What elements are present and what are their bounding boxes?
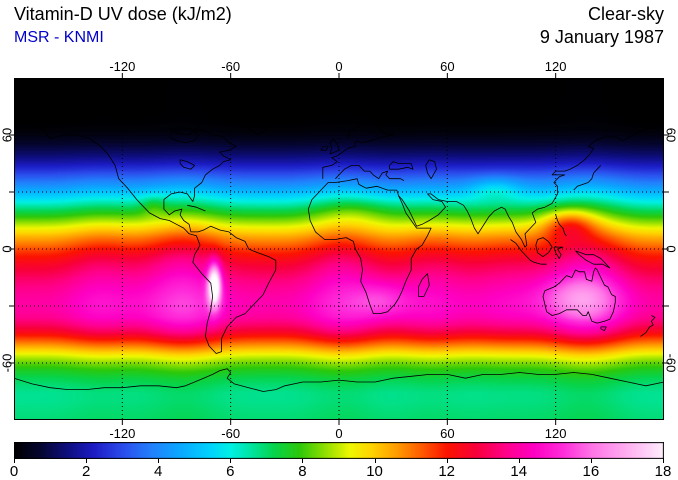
data-source-label: MSR - KNMI — [14, 29, 104, 46]
colorbar-tick-mark — [663, 459, 664, 463]
colorbar-tick-mark — [302, 459, 304, 463]
colorbar-tick-mark — [14, 459, 15, 463]
coastline-philippines — [555, 214, 567, 236]
coastline-africa — [307, 178, 432, 314]
colorbar-tick-label: 8 — [298, 463, 307, 480]
lat-tick-label-left: -60 — [0, 353, 15, 373]
colorbar-tick-mark — [590, 459, 592, 463]
coastline-mediterranean-north — [335, 165, 405, 181]
colorbar-tick-label: 2 — [81, 463, 91, 480]
coastline-australia — [542, 267, 616, 324]
lon-tick-label-bottom: 60 — [440, 426, 455, 441]
coastline-iberia-france — [322, 140, 356, 179]
map-overlay — [9, 73, 669, 425]
colorbar-tick-label: 12 — [438, 463, 455, 480]
colorbar-tick-label: 16 — [582, 463, 600, 480]
colorbar-tick-mark — [446, 459, 448, 463]
date-label: 9 January 1987 — [539, 27, 664, 47]
coastline-scandinavia-siberia — [347, 102, 665, 139]
colorbar-tick-mark — [86, 459, 88, 463]
colorbar-tick-label: 10 — [366, 463, 383, 480]
lon-tick-label-bottom: 120 — [544, 426, 567, 441]
lon-tick-label-top: 60 — [440, 59, 455, 74]
coastline-sumatra-java — [510, 239, 547, 265]
colorbar-tick-mark — [230, 459, 232, 463]
lat-tick-label-left: 60 — [0, 127, 15, 143]
coastline-greenland — [226, 90, 304, 136]
coastline-black-sea — [389, 161, 414, 170]
lon-tick-label-bottom: -120 — [109, 426, 136, 441]
coastline-hudson-bay — [168, 128, 199, 143]
coastline-tasmania — [600, 326, 607, 332]
coastline-caspian-sea — [425, 159, 437, 180]
colorbar-tick-label: 0 — [9, 463, 19, 480]
coastline-borneo — [535, 237, 553, 257]
coastline-cuba — [187, 204, 206, 212]
coastline-baltic — [355, 119, 394, 143]
coastline-uk — [329, 138, 340, 155]
colorbar-tick-label: 4 — [154, 463, 163, 480]
colorbar-tick-mark — [518, 459, 520, 463]
lon-tick-label-top: 0 — [335, 59, 343, 74]
lon-tick-label-bottom: 0 — [335, 426, 343, 441]
chart-title: Vitamin-D UV dose (kJ/m2) — [14, 4, 232, 24]
coastline-madagascar — [418, 273, 430, 297]
lat-tick-label-right: 0 — [663, 245, 678, 253]
coastline-antarctica — [13, 368, 665, 392]
colorbar-tick-label: 6 — [226, 463, 235, 480]
coastline-new-zealand — [640, 315, 656, 337]
sky-condition-label: Clear-sky — [587, 4, 664, 24]
lat-tick-label-left: 0 — [0, 245, 15, 253]
coastline-americas — [38, 113, 277, 354]
colorbar-tick-mark — [158, 459, 160, 463]
coastline-arabia-asia-east — [398, 125, 664, 248]
coastline-great-lakes — [179, 159, 195, 170]
world-uv-heatmap — [9, 73, 669, 425]
lon-tick-label-top: -120 — [109, 59, 136, 74]
lat-tick-label-right: -60 — [663, 353, 678, 373]
colorbar-tick-label: 14 — [510, 463, 528, 480]
coastline-sulawesi — [553, 246, 564, 259]
colorbar-canvas — [14, 442, 664, 459]
lon-tick-label-top: -60 — [221, 59, 241, 74]
lat-tick-label-right: 60 — [663, 127, 678, 143]
lon-tick-label-top: 120 — [544, 59, 567, 74]
coastline-new-guinea — [575, 250, 611, 269]
map-frame-border — [14, 78, 664, 420]
coastline-ireland — [320, 146, 329, 151]
colorbar-tick-mark — [374, 459, 376, 463]
lon-tick-label-bottom: -60 — [221, 426, 241, 441]
coastline-japan — [573, 165, 602, 191]
colorbar-tick-label: 18 — [654, 463, 672, 480]
